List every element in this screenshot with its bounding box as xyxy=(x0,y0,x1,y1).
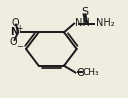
Text: +: + xyxy=(17,24,23,33)
Text: O: O xyxy=(11,18,19,28)
Text: CH₃: CH₃ xyxy=(82,69,99,78)
Text: NH: NH xyxy=(75,18,90,28)
Text: O: O xyxy=(10,37,17,47)
Text: S: S xyxy=(81,7,88,17)
Text: N: N xyxy=(10,27,18,37)
Text: O: O xyxy=(76,68,84,78)
Text: NH₂: NH₂ xyxy=(96,18,114,28)
Text: −: − xyxy=(16,42,23,51)
